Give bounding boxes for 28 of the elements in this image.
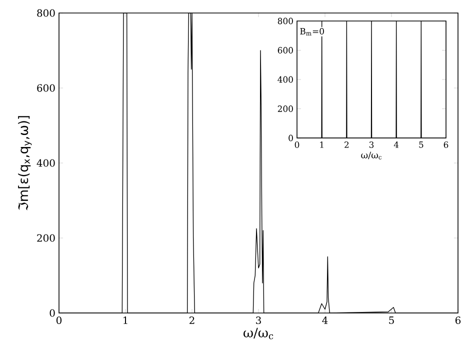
y-tick-label: 0 (288, 134, 293, 142)
y-tick-label: 400 (278, 76, 293, 83)
x-tick-label: 1 (124, 316, 128, 324)
annotation: B$_{m}$=0 (300, 28, 324, 36)
x-tick-label: 0 (294, 142, 300, 148)
x-tick-label: 6 (456, 316, 461, 324)
x-tick-label: 0 (56, 316, 62, 324)
x-tick-label: 1 (320, 142, 324, 148)
x-tick-label: 5 (389, 316, 394, 324)
y-tick-label: 800 (37, 9, 55, 17)
y-tick-label: 400 (36, 159, 55, 167)
y-tick-label: 200 (278, 106, 293, 112)
y-tick-label: 200 (37, 234, 55, 242)
x-tick-label: 2 (344, 142, 349, 148)
y-tick-label: 600 (278, 47, 293, 54)
x-tick-label: 4 (322, 316, 328, 324)
x-tick-label: 4 (394, 142, 399, 148)
y-tick-label: 600 (37, 84, 55, 92)
y-tick-label: 800 (278, 18, 293, 24)
x-tick-label: 2 (190, 316, 194, 324)
y-tick-label: 0 (50, 309, 55, 317)
x-tick-label: 3 (369, 142, 374, 148)
x-axis-title: ω/ω$_{c}$ (361, 152, 382, 160)
x-axis-title: ω/ω$_{c}$ (244, 328, 274, 340)
x-tick-label: 6 (444, 142, 448, 148)
x-tick-label: 3 (256, 316, 261, 324)
y-axis-title: ℑm[ε(q$_{x}$,q$_{y}$,ω)] (18, 116, 32, 210)
x-tick-label: 5 (419, 142, 424, 148)
